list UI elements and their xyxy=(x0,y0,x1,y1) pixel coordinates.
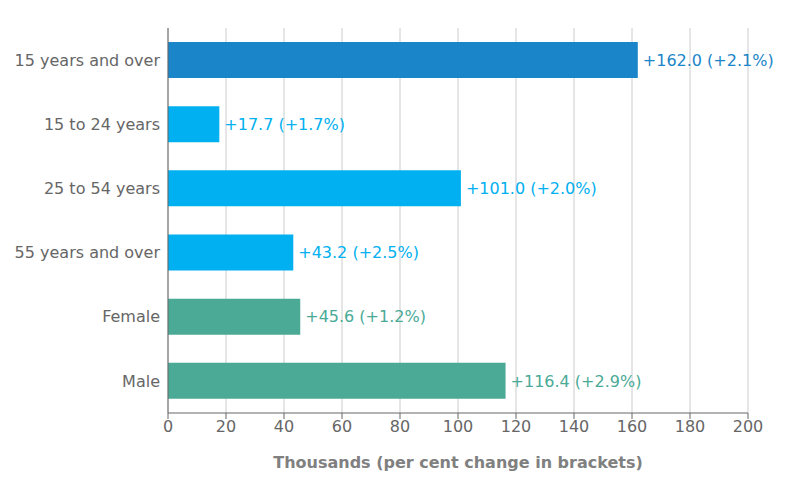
svg-text:15 years and over: 15 years and over xyxy=(15,51,161,70)
svg-text:180: 180 xyxy=(675,417,706,436)
svg-text:+116.4 (+2.9%): +116.4 (+2.9%) xyxy=(511,372,642,391)
svg-text:55 years and over: 55 years and over xyxy=(15,243,161,262)
svg-text:+162.0 (+2.1%): +162.0 (+2.1%) xyxy=(643,51,774,70)
svg-text:+17.7 (+1.7%): +17.7 (+1.7%) xyxy=(224,115,345,134)
svg-text:Female: Female xyxy=(102,307,160,326)
svg-text:20: 20 xyxy=(216,417,236,436)
svg-text:+101.0 (+2.0%): +101.0 (+2.0%) xyxy=(466,179,597,198)
svg-text:40: 40 xyxy=(274,417,294,436)
svg-text:Thousands (per cent change in: Thousands (per cent change in brackets) xyxy=(273,453,643,472)
svg-text:0: 0 xyxy=(163,417,173,436)
svg-text:15 to 24 years: 15 to 24 years xyxy=(44,115,160,134)
svg-text:160: 160 xyxy=(617,417,648,436)
svg-text:200: 200 xyxy=(733,417,764,436)
svg-text:80: 80 xyxy=(390,417,410,436)
svg-text:+43.2 (+2.5%): +43.2 (+2.5%) xyxy=(298,243,419,262)
svg-text:Male: Male xyxy=(122,372,160,391)
svg-text:+45.6 (+1.2%): +45.6 (+1.2%) xyxy=(305,307,426,326)
svg-text:60: 60 xyxy=(332,417,352,436)
svg-text:120: 120 xyxy=(501,417,532,436)
svg-text:25 to 54 years: 25 to 54 years xyxy=(44,179,160,198)
svg-text:140: 140 xyxy=(559,417,590,436)
svg-text:100: 100 xyxy=(443,417,474,436)
